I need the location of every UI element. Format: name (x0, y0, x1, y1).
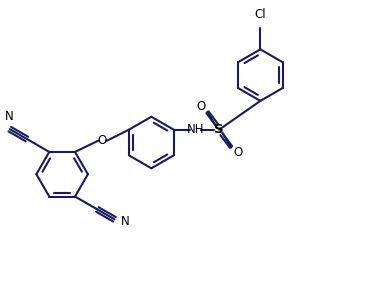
Text: O: O (196, 100, 205, 113)
Text: N: N (5, 110, 13, 123)
Text: N: N (121, 215, 130, 228)
Text: O: O (233, 146, 243, 159)
Text: Cl: Cl (254, 8, 266, 21)
Text: NH: NH (187, 123, 204, 136)
Text: S: S (214, 123, 224, 136)
Text: O: O (98, 134, 107, 147)
